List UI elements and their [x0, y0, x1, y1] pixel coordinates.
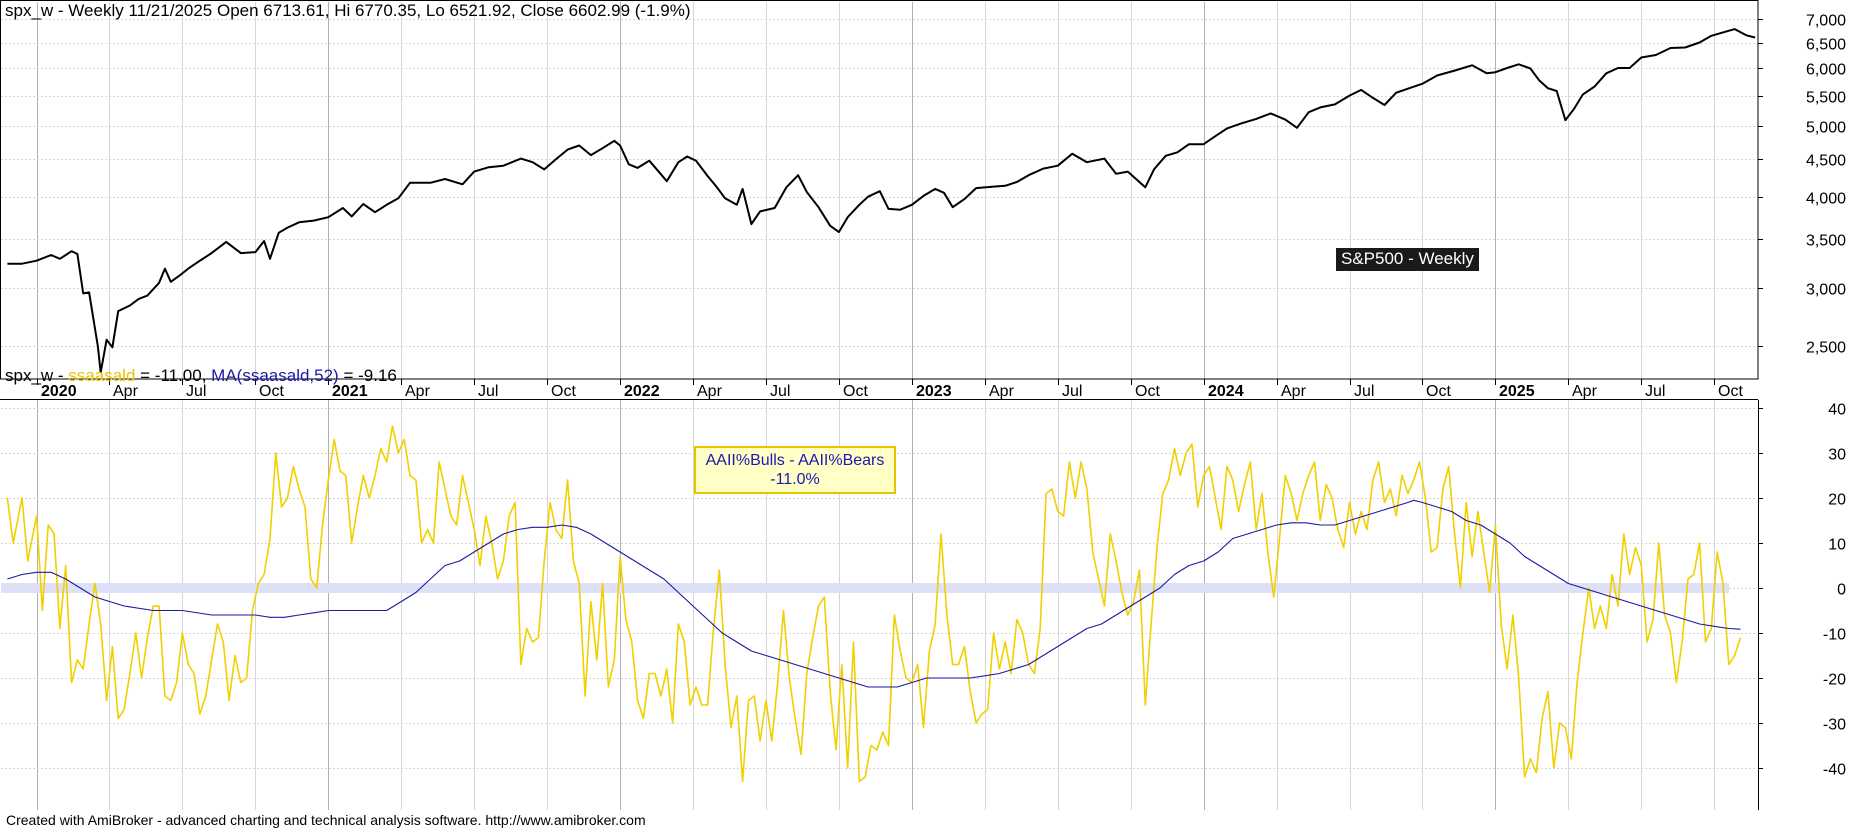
indicator-name: ssaasald: [68, 366, 136, 385]
x-tick-label-year: 2021: [332, 383, 368, 400]
lower-y-tick-label: 40: [1828, 402, 1846, 419]
x-tick-label-month: Oct: [551, 383, 576, 400]
lower-panel-title: spx_w - ssaasald = -11.00, MA(ssaasald,5…: [5, 366, 397, 386]
x-tick-label-month: Oct: [1426, 383, 1451, 400]
lower-y-tick-label: -30: [1823, 717, 1846, 734]
sentiment-line-layer: [6, 425, 1742, 783]
upper-y-tick-label: 4,500: [1806, 153, 1846, 170]
x-tick-label-month: Jul: [186, 383, 206, 400]
x-tick-label-month: Oct: [1135, 383, 1160, 400]
x-tick-label-month: Jul: [1062, 383, 1082, 400]
x-tick-label-month: Oct: [843, 383, 868, 400]
upper-panel-frame: [0, 0, 1759, 380]
x-tick-label-month: Oct: [259, 383, 284, 400]
x-tick-label-year: 2022: [624, 383, 660, 400]
aaii-box-label: AAII%Bulls - AAII%Bears: [705, 452, 885, 469]
footer-credit: Created with AmiBroker - advanced charti…: [6, 812, 646, 828]
x-tick-label-month: Apr: [405, 383, 431, 400]
upper-y-tick-label: 6,500: [1806, 37, 1846, 54]
x-tick-label-month: Jul: [770, 383, 790, 400]
x-axis-ticks: 2020 Apr Jul Oct 2021 Apr Jul Oct 2022 Apr Jul Oct 2…: [37, 379, 1743, 400]
upper-y-tick-label: 7,000: [1806, 13, 1846, 30]
x-tick-label-month: Jul: [478, 383, 498, 400]
lower-y-tick-label: 10: [1828, 537, 1846, 554]
lower-y-tick-label: -10: [1823, 627, 1846, 644]
x-tick-label-month: Apr: [697, 383, 723, 400]
x-tick-label-month: Apr: [1281, 383, 1307, 400]
ma-52-line: [7, 499, 1741, 688]
ma-value: = -9.16: [338, 366, 397, 385]
upper-y-tick-label: 2,500: [1806, 340, 1846, 357]
x-tick-label-year: 2020: [41, 383, 77, 400]
x-tick-label-month: Jul: [1645, 383, 1665, 400]
aaii-box-value: -11.0%: [770, 471, 820, 488]
indicator-value: = -11.00,: [135, 366, 212, 385]
x-tick-label-month: Jul: [1354, 383, 1374, 400]
x-tick-label-month: Apr: [113, 383, 139, 400]
ma-name: MA(ssaasald,52): [211, 366, 339, 385]
x-tick-label-month: Apr: [989, 383, 1015, 400]
grid-layer: [1, 2, 1758, 810]
zero-band-layer: [1, 583, 1729, 593]
x-tick-label-month: Apr: [1572, 383, 1598, 400]
lower-y-tick-label: 30: [1828, 447, 1846, 464]
x-tick-label-year: 2024: [1208, 383, 1244, 400]
axis-layer: [0, 0, 1763, 810]
spx-price-line: [7, 28, 1756, 374]
lower-y-ticks: -40 -30 -20 -10 0 10 20 30 40: [1823, 402, 1846, 779]
spx-series-label: S&P500 - Weekly: [1336, 248, 1479, 271]
upper-y-tick-label: 3,500: [1806, 233, 1846, 250]
lower-y-tick-label: 0: [1837, 582, 1846, 599]
x-tick-label-year: 2025: [1499, 383, 1535, 400]
upper-y-tick-label: 6,000: [1806, 62, 1846, 79]
lower-y-tick-label: 20: [1828, 492, 1846, 509]
lower-y-tick-label: -20: [1823, 672, 1846, 689]
aaii-annotation-box: AAII%Bulls - AAII%Bears -11.0%: [694, 446, 896, 494]
x-tick-label-year: 2023: [916, 383, 952, 400]
upper-y-ticks: 2,500 3,000 3,500 4,000 4,500 5,000 5,500 6,000…: [1806, 13, 1846, 357]
upper-y-tick-label: 4,000: [1806, 191, 1846, 208]
lower-y-tick-label: -40: [1823, 762, 1846, 779]
lower-title-prefix: spx_w -: [5, 366, 69, 385]
spx-line-layer: [7, 28, 1756, 374]
upper-panel-title: spx_w - Weekly 11/21/2025 Open 6713.61, …: [5, 1, 691, 20]
zero-reference-band: [1, 583, 1729, 593]
x-tick-label-month: Oct: [1718, 383, 1743, 400]
upper-y-tick-label: 5,500: [1806, 90, 1846, 107]
upper-y-tick-label: 5,000: [1806, 120, 1846, 137]
upper-y-tick-label: 3,000: [1806, 282, 1846, 299]
